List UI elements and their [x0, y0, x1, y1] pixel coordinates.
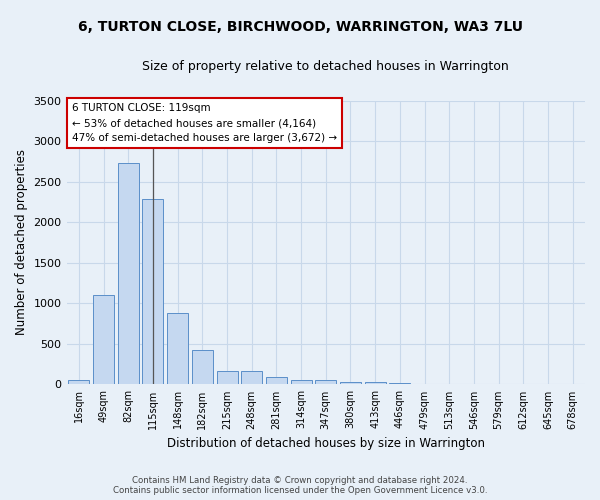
Text: 6 TURTON CLOSE: 119sqm
← 53% of detached houses are smaller (4,164)
47% of semi-: 6 TURTON CLOSE: 119sqm ← 53% of detached…	[72, 104, 337, 143]
Bar	[142, 198, 163, 384]
Bar	[290, 380, 311, 384]
Bar	[167, 313, 188, 384]
Bar	[68, 380, 89, 384]
Bar	[93, 295, 114, 384]
Title: Size of property relative to detached houses in Warrington: Size of property relative to detached ho…	[142, 60, 509, 73]
Bar	[315, 380, 336, 384]
Y-axis label: Number of detached properties: Number of detached properties	[15, 150, 28, 336]
Bar	[266, 377, 287, 384]
Bar	[389, 383, 410, 384]
Text: 6, TURTON CLOSE, BIRCHWOOD, WARRINGTON, WA3 7LU: 6, TURTON CLOSE, BIRCHWOOD, WARRINGTON, …	[77, 20, 523, 34]
X-axis label: Distribution of detached houses by size in Warrington: Distribution of detached houses by size …	[167, 437, 485, 450]
Bar	[365, 382, 386, 384]
Bar	[118, 163, 139, 384]
Bar	[192, 350, 213, 384]
Text: Contains HM Land Registry data © Crown copyright and database right 2024.
Contai: Contains HM Land Registry data © Crown c…	[113, 476, 487, 495]
Bar	[217, 370, 238, 384]
Bar	[241, 371, 262, 384]
Bar	[340, 382, 361, 384]
